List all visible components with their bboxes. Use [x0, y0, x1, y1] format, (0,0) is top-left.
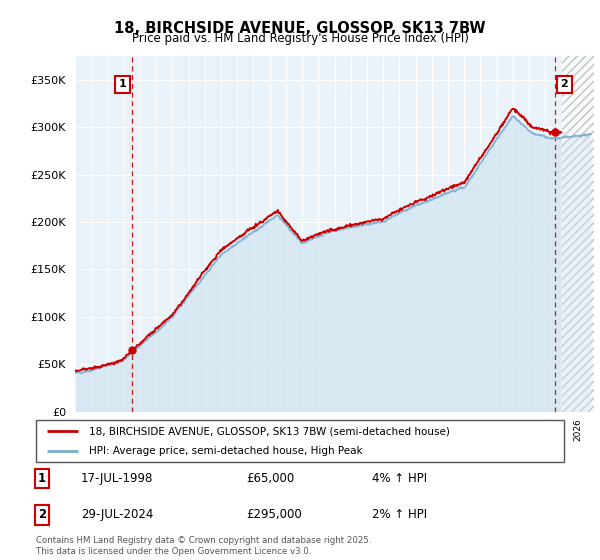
Text: Contains HM Land Registry data © Crown copyright and database right 2025.
This d: Contains HM Land Registry data © Crown c… [36, 536, 371, 556]
Text: 2: 2 [560, 80, 568, 90]
FancyBboxPatch shape [36, 420, 564, 462]
Text: £295,000: £295,000 [246, 508, 302, 521]
Text: 2: 2 [38, 508, 46, 521]
Text: 1: 1 [38, 472, 46, 485]
Text: 17-JUL-1998: 17-JUL-1998 [81, 472, 154, 485]
Text: Price paid vs. HM Land Registry's House Price Index (HPI): Price paid vs. HM Land Registry's House … [131, 32, 469, 45]
Text: HPI: Average price, semi-detached house, High Peak: HPI: Average price, semi-detached house,… [89, 446, 362, 456]
Text: 18, BIRCHSIDE AVENUE, GLOSSOP, SK13 7BW (semi-detached house): 18, BIRCHSIDE AVENUE, GLOSSOP, SK13 7BW … [89, 426, 449, 436]
Text: 2% ↑ HPI: 2% ↑ HPI [372, 508, 427, 521]
Text: 18, BIRCHSIDE AVENUE, GLOSSOP, SK13 7BW: 18, BIRCHSIDE AVENUE, GLOSSOP, SK13 7BW [114, 21, 486, 36]
Text: 29-JUL-2024: 29-JUL-2024 [81, 508, 154, 521]
Bar [562, 56, 600, 412]
Text: £65,000: £65,000 [246, 472, 294, 485]
Bar [562, 56, 600, 412]
Text: 1: 1 [119, 80, 127, 90]
Text: 4% ↑ HPI: 4% ↑ HPI [372, 472, 427, 485]
